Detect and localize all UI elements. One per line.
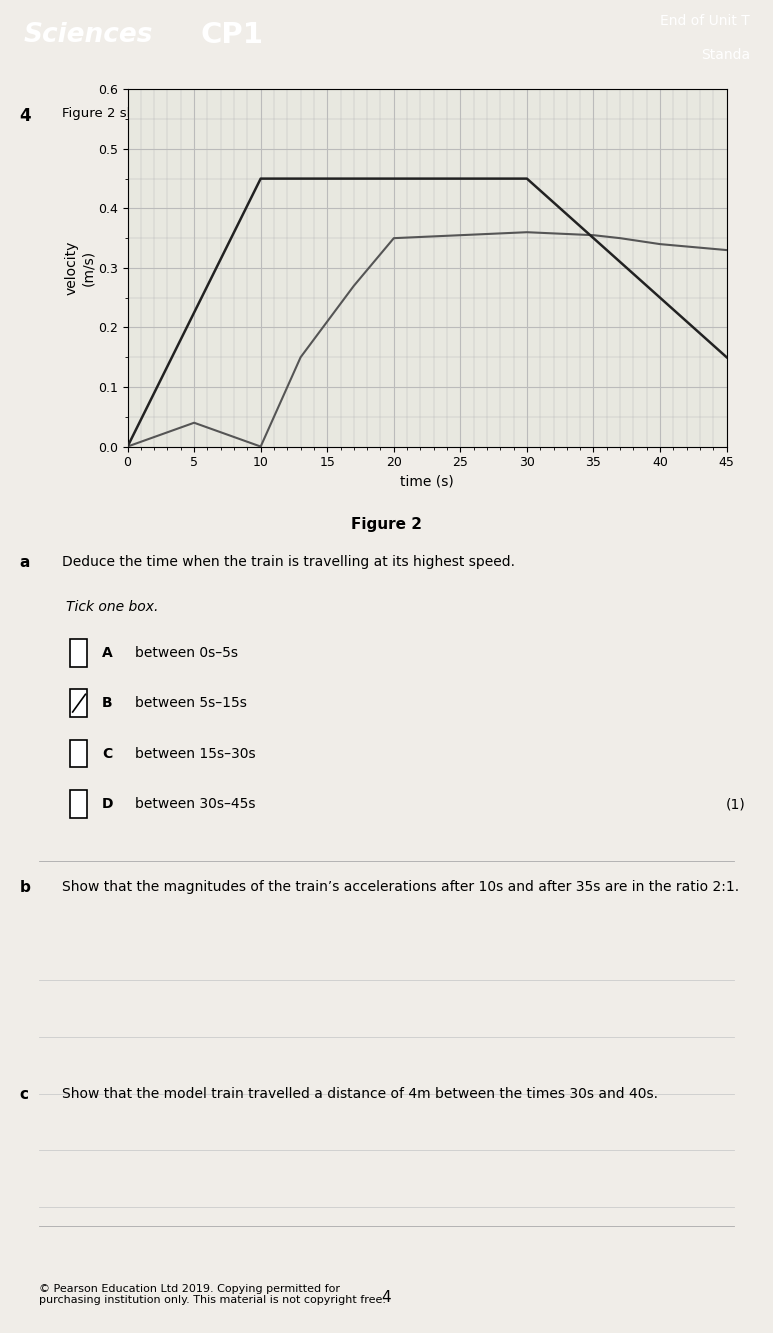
Text: (1): (1)	[726, 797, 746, 812]
Bar	[70, 639, 87, 666]
Text: Figure 2: Figure 2	[351, 517, 422, 532]
Text: Show that the model train travelled a distance of 4m between the times 30s and 4: Show that the model train travelled a di…	[62, 1088, 658, 1101]
Text: between 5s–15s: between 5s–15s	[135, 696, 247, 710]
Text: Tick one box.: Tick one box.	[66, 600, 158, 615]
Text: Figure 2 shows how the velocity of a train on a model railway changes with time.: Figure 2 shows how the velocity of a tra…	[62, 108, 603, 120]
Text: D: D	[102, 797, 114, 810]
Text: B: B	[102, 696, 113, 710]
Bar	[70, 740, 87, 768]
Text: © Pearson Education Ltd 2019. Copying permitted for
purchasing institution only.: © Pearson Education Ltd 2019. Copying pe…	[39, 1284, 386, 1305]
Text: between 15s–30s: between 15s–30s	[135, 746, 256, 761]
Text: End of Unit T: End of Unit T	[660, 13, 750, 28]
Text: A: A	[102, 645, 113, 660]
Text: CP1: CP1	[201, 21, 264, 49]
Text: between 30s–45s: between 30s–45s	[135, 797, 256, 810]
Text: a: a	[19, 555, 29, 569]
Text: Show that the magnitudes of the train’s accelerations after 10s and after 35s ar: Show that the magnitudes of the train’s …	[62, 880, 739, 893]
Text: between 0s–5s: between 0s–5s	[135, 645, 238, 660]
Bar	[70, 790, 87, 817]
Text: c: c	[19, 1088, 29, 1102]
Text: C: C	[102, 746, 112, 761]
Text: Deduce the time when the train is travelling at its highest speed.: Deduce the time when the train is travel…	[62, 555, 515, 568]
Y-axis label: velocity
(m/s): velocity (m/s)	[65, 241, 95, 295]
Text: 4: 4	[382, 1290, 391, 1305]
X-axis label: time (s): time (s)	[400, 475, 454, 489]
Text: Standa: Standa	[700, 48, 750, 63]
Text: 4: 4	[19, 108, 31, 125]
Text: Sciences: Sciences	[23, 23, 153, 48]
Bar	[70, 689, 87, 717]
Text: b: b	[19, 880, 30, 894]
